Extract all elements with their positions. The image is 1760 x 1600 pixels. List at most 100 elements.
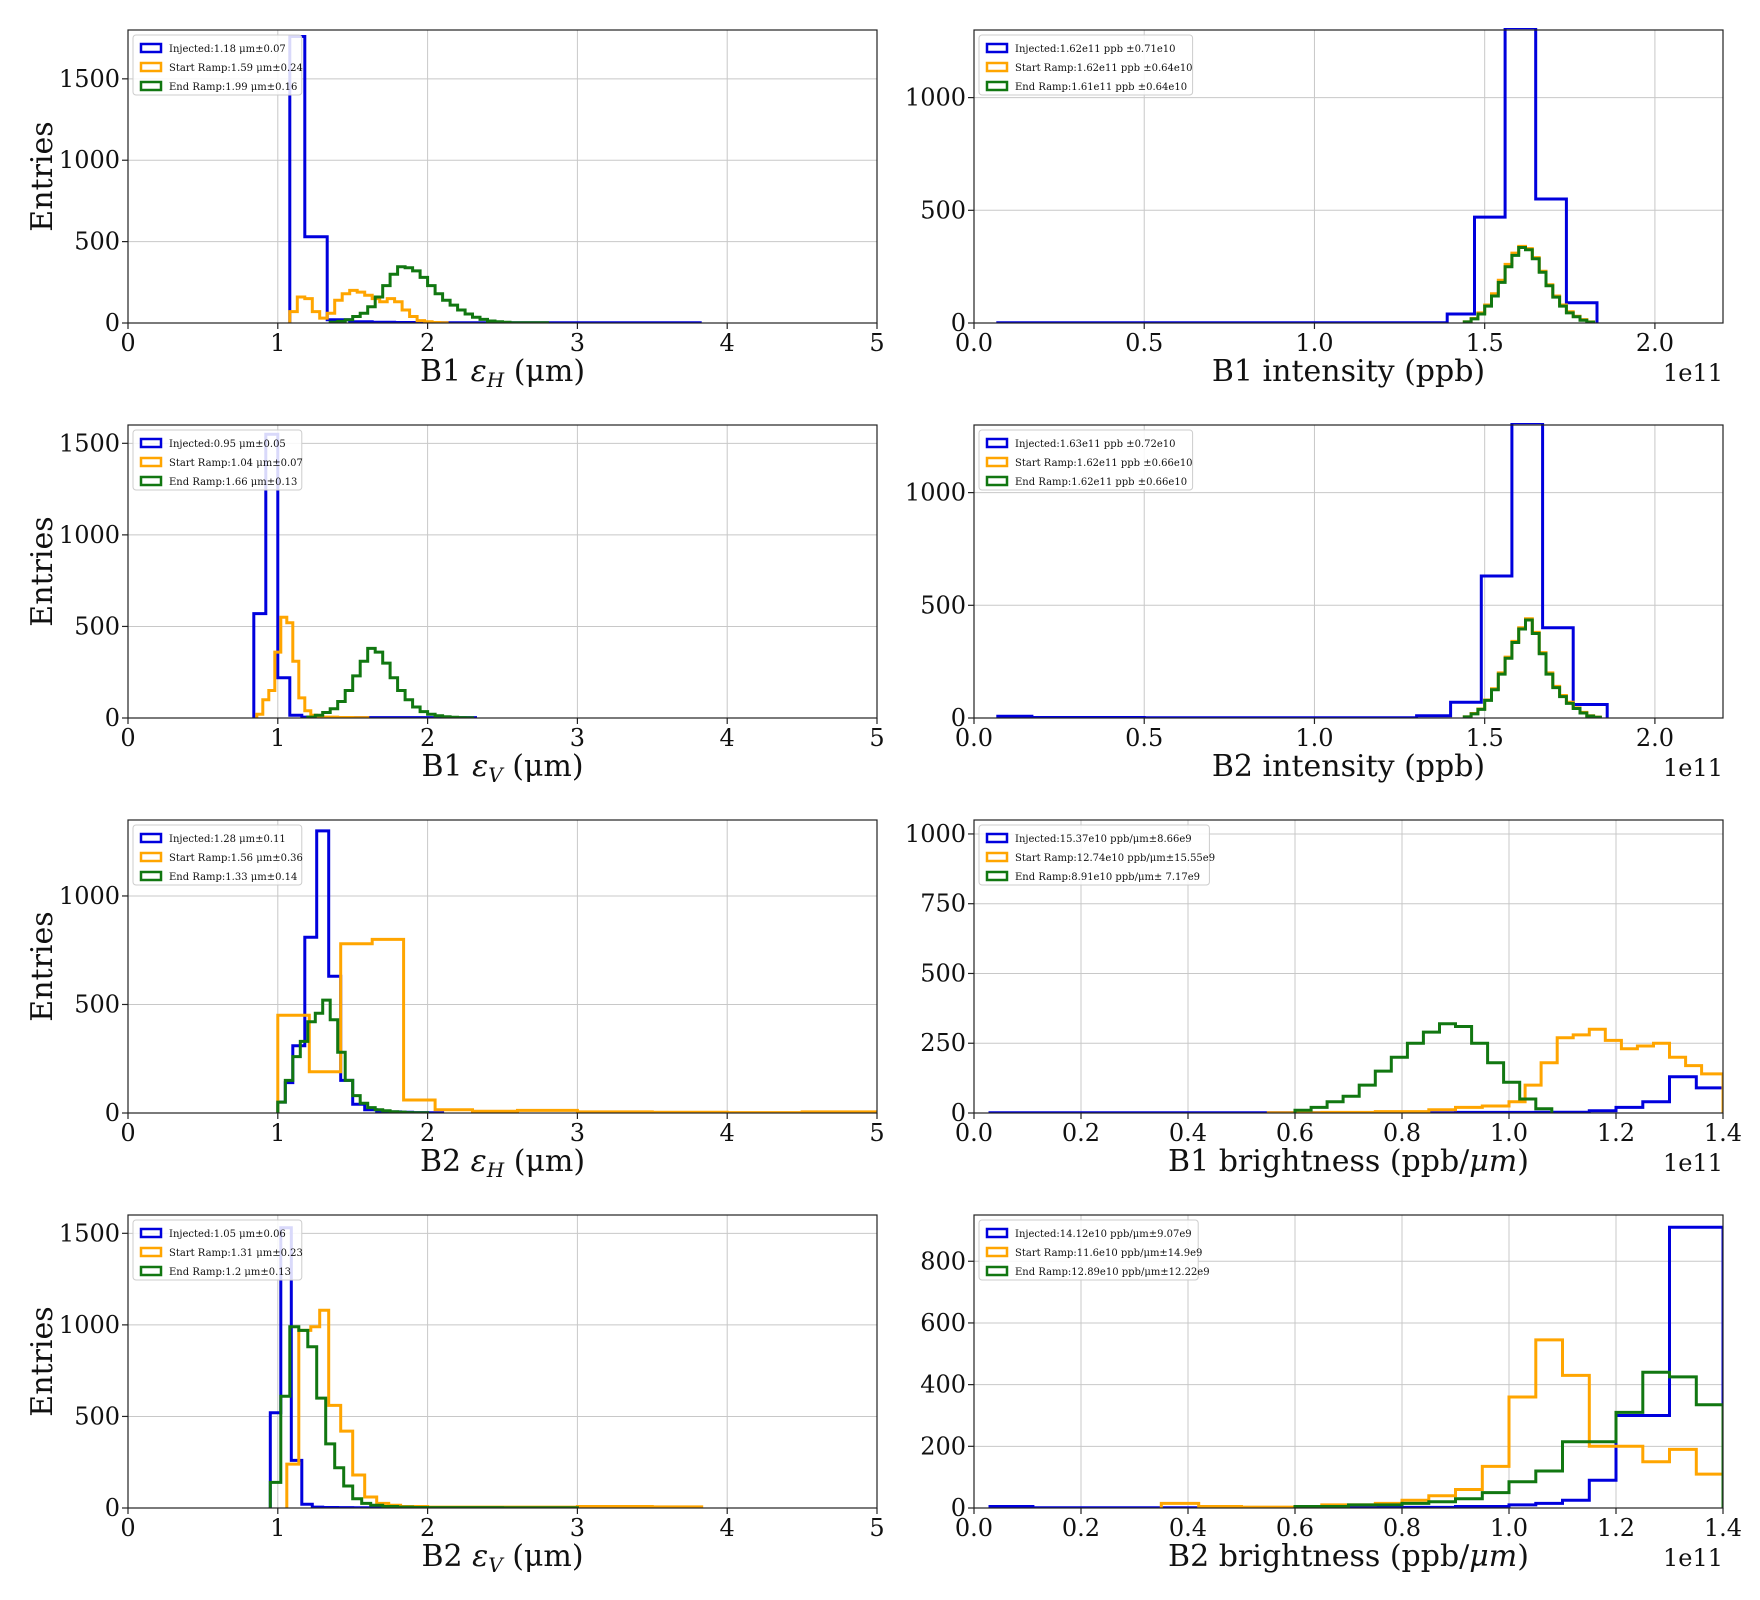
legend-swatch-start xyxy=(985,61,1009,73)
plot-frame xyxy=(127,1214,878,1509)
legend-label-injected: Injected:1.63e11 ppb ±0.72e10 xyxy=(1015,439,1175,450)
histogram-start xyxy=(255,615,370,718)
x-tick-label: 1.2 xyxy=(1597,1119,1635,1147)
x-tick-label: 4 xyxy=(720,329,735,357)
x-tick-label: 1.0 xyxy=(1490,1514,1528,1542)
x-tick-label: 0.6 xyxy=(1276,1514,1314,1542)
legend-swatch-injected xyxy=(139,437,163,449)
legend-label-start: Start Ramp:1.62e11 ppb ±0.64e10 xyxy=(1015,63,1193,74)
y-tick-label: 400 xyxy=(920,1371,966,1399)
panel-b2-intensity: 0.0 0.5 1.0 1.5 2.0 0 500 1000 B2 intensity (ppb… xyxy=(880,395,1760,790)
legend-swatch-end xyxy=(985,475,1009,487)
y-tick-label: 500 xyxy=(920,196,966,224)
x-tick-label: 0 xyxy=(120,329,135,357)
histogram-start xyxy=(1159,1338,1723,1508)
legend-box xyxy=(978,824,1210,886)
x-offset-label: 1e11 xyxy=(1663,359,1723,387)
x-tick-label: 1.5 xyxy=(1466,329,1504,357)
plot-frame xyxy=(127,29,878,324)
histogram-end xyxy=(1293,1022,1554,1113)
y-tick-label: 500 xyxy=(74,990,120,1018)
x-tick-label: 3 xyxy=(570,1514,585,1542)
legend-swatch-injected xyxy=(985,832,1009,844)
legend-label-start: Start Ramp:12.74e10 ppb/μm±15.55e9 xyxy=(1015,853,1215,864)
x-tick-label: 0 xyxy=(120,724,135,752)
histogram-end xyxy=(328,265,549,323)
legend-swatch-injected xyxy=(139,832,163,844)
x-tick-label: 2 xyxy=(420,1514,435,1542)
x-axis-label: B1 εV (μm) xyxy=(421,749,583,787)
legend-label-start: Start Ramp:1.31 μm±0.23 xyxy=(169,1248,303,1259)
x-tick-label: 1.4 xyxy=(1704,1119,1742,1147)
panel-b1-brightness: 0.0 0.2 0.4 0.6 0.8 1.0 1.2 1.4 0 250 500 750 1000 B1… xyxy=(880,790,1760,1185)
histogram-end xyxy=(1462,246,1596,323)
legend-box xyxy=(978,34,1194,96)
x-tick-label: 0.5 xyxy=(1125,724,1163,752)
x-axis-label: B1 intensity (ppb) xyxy=(1212,354,1485,389)
y-tick-label: 500 xyxy=(74,1402,120,1430)
y-tick-label: 1500 xyxy=(59,1219,120,1247)
x-axis-label: B1 εH (μm) xyxy=(420,354,585,392)
x-tick-label: 2.0 xyxy=(1636,329,1674,357)
legend-label-injected: Injected:1.62e11 ppb ±0.71e10 xyxy=(1015,44,1175,55)
histogram-end xyxy=(1462,618,1602,718)
x-tick-label: 5 xyxy=(869,329,884,357)
legend-label-start: Start Ramp:1.04 μm±0.07 xyxy=(169,458,303,469)
legend-label-injected: Injected:14.12e10 ppb/μm±9.07e9 xyxy=(1015,1229,1192,1240)
x-offset-label: 1e11 xyxy=(1663,1149,1723,1177)
grid xyxy=(973,820,1724,1114)
x-tick-label: 0.0 xyxy=(955,1119,993,1147)
legend-swatch-injected xyxy=(985,42,1009,54)
x-tick-label: 3 xyxy=(570,329,585,357)
panel-b2-emittance-h: 0 1 2 3 4 5 0 500 1000 B2 εH (μm) Entries Injected:… xyxy=(0,790,885,1185)
legend-label-start: Start Ramp:11.6e10 ppb/μm±14.9e9 xyxy=(1015,1248,1202,1259)
legend-label-end: End Ramp:1.33 μm±0.14 xyxy=(169,872,297,883)
x-tick-label: 0.0 xyxy=(955,1514,993,1542)
y-tick-label: 500 xyxy=(74,228,120,256)
x-axis-label: B1 brightness (ppb/μm) xyxy=(1168,1144,1529,1179)
x-tick-label: 4 xyxy=(720,1119,735,1147)
legend: Injected:15.37e10 ppb/μm±8.66e9 Start Ram… xyxy=(978,824,1215,886)
x-tick-label: 0.6 xyxy=(1276,1119,1314,1147)
legend-box xyxy=(978,1219,1199,1281)
legend-swatch-end xyxy=(139,1265,163,1277)
y-tick-label: 600 xyxy=(920,1309,966,1337)
x-tick-label: 3 xyxy=(570,1119,585,1147)
y-tick-label: 0 xyxy=(105,704,120,732)
y-tick-label: 1000 xyxy=(59,882,120,910)
x-axis-label: B2 intensity (ppb) xyxy=(1212,749,1485,784)
x-tick-label: 1.0 xyxy=(1295,329,1333,357)
y-axis-label: Entries xyxy=(25,121,60,231)
panel-b1-intensity: 0.0 0.5 1.0 1.5 2.0 0 500 1000 B1 intensity (ppb… xyxy=(880,0,1760,395)
plot-frame xyxy=(973,29,1724,324)
histogram-end xyxy=(306,646,474,718)
x-tick-label: 1 xyxy=(270,724,285,752)
legend-label-end: End Ramp:1.99 μm±0.16 xyxy=(169,82,297,93)
legend-label-injected: Injected:1.05 μm±0.06 xyxy=(169,1229,286,1240)
legend-label-injected: Injected:15.37e10 ppb/μm±8.66e9 xyxy=(1015,834,1192,845)
x-tick-label: 0.2 xyxy=(1062,1119,1100,1147)
y-tick-label: 0 xyxy=(105,1099,120,1127)
x-tick-label: 0.0 xyxy=(955,724,993,752)
legend-swatch-injected xyxy=(985,437,1009,449)
legend-label-start: Start Ramp:1.59 μm±0.24 xyxy=(169,63,303,74)
histogram-start xyxy=(285,1308,704,1508)
x-tick-label: 1.0 xyxy=(1295,724,1333,752)
legend-label-end: End Ramp:1.62e11 ppb ±0.66e10 xyxy=(1015,477,1187,488)
legend-swatch-end xyxy=(139,80,163,92)
legend-label-injected: Injected:1.28 μm±0.11 xyxy=(169,834,286,845)
x-tick-label: 0.5 xyxy=(1125,329,1163,357)
y-tick-label: 1000 xyxy=(59,1311,120,1339)
legend-swatch-end xyxy=(139,870,163,882)
x-tick-label: 0.4 xyxy=(1169,1514,1207,1542)
x-tick-label: 0 xyxy=(120,1119,135,1147)
y-tick-label: 500 xyxy=(920,591,966,619)
plot-frame xyxy=(973,424,1724,719)
y-tick-label: 0 xyxy=(951,704,966,732)
x-offset-label: 1e11 xyxy=(1663,1544,1723,1572)
panel-b2-brightness: 0.0 0.2 0.4 0.6 0.8 1.0 1.2 1.4 0 200 400 600 800 B2 … xyxy=(880,1185,1760,1580)
legend-swatch-end xyxy=(139,475,163,487)
legend-swatch-end xyxy=(985,870,1009,882)
histogram-end xyxy=(276,998,430,1113)
